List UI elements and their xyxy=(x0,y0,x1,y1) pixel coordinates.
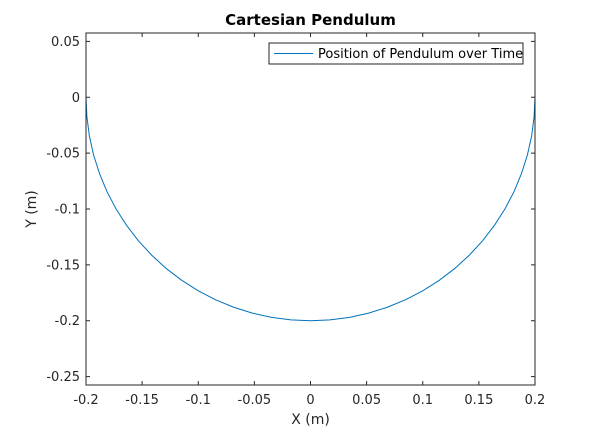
plot-area xyxy=(86,33,535,385)
chart-title: Cartesian Pendulum xyxy=(225,11,396,29)
x-axis-label: X (m) xyxy=(291,412,330,428)
x-tick-label: -0.2 xyxy=(73,393,98,408)
legend-box xyxy=(268,42,524,65)
x-tick-label: -0.1 xyxy=(186,393,211,408)
series-layer xyxy=(85,97,536,322)
x-tick-label: 0.2 xyxy=(525,393,546,408)
y-tick-label: -0.1 xyxy=(55,203,80,218)
legend: Position of Pendulum over Time xyxy=(268,42,524,65)
y-tick-label: -0.05 xyxy=(46,147,80,162)
y-tick-label: -0.15 xyxy=(46,258,80,273)
series-line-0 xyxy=(85,97,536,322)
y-tick-label: -0.25 xyxy=(46,370,80,385)
x-tick-label: 0 xyxy=(306,393,314,408)
x-tick-label: -0.15 xyxy=(125,393,159,408)
axes-layer: -0.2 -0.15 -0.1 -0.05 0 0.05 0.1 0.15 0.2 0.05 0 -0… xyxy=(46,32,546,408)
y-tick-label: -0.2 xyxy=(55,314,80,329)
y-tick-label: 0 xyxy=(72,91,80,106)
x-tick-label: -0.05 xyxy=(238,393,272,408)
y-tick-label: 0.05 xyxy=(51,35,80,50)
x-tick-label: 0.15 xyxy=(464,393,493,408)
x-tick-label: 0.05 xyxy=(352,393,381,408)
y-axis-label: Y (m) xyxy=(24,190,40,229)
x-tick-label: 0.1 xyxy=(412,393,433,408)
legend-label: Position of Pendulum over Time xyxy=(318,47,523,62)
